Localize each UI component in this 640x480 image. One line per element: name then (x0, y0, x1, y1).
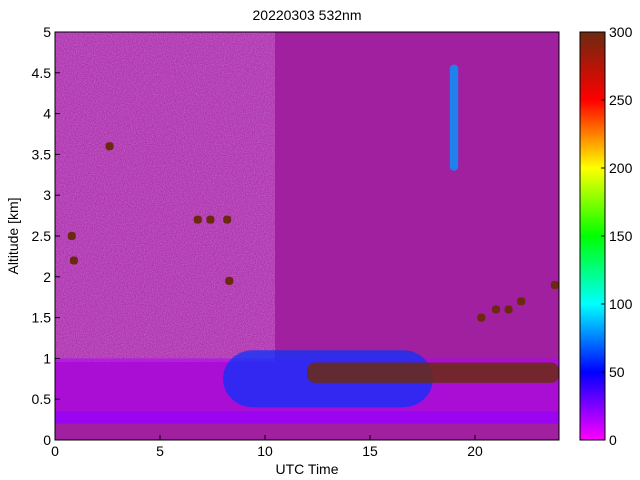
y-tick-label: 4.5 (32, 65, 52, 81)
colorbar-tick-label: 50 (609, 364, 625, 380)
plot-area (55, 32, 559, 440)
cloud-patch (550, 280, 559, 289)
colorbar-tick-label: 200 (609, 160, 633, 176)
x-axis-label: UTC Time (276, 461, 339, 477)
y-tick-label: 2.5 (32, 228, 52, 244)
cloud-patch (193, 215, 202, 224)
feature-surface-layer (55, 411, 559, 424)
backscatter-features (55, 64, 559, 424)
y-axis-label: Altitude [km] (5, 197, 21, 274)
y-axis-ticks: 0 0.5 1 1.5 2 2.5 3 3.5 4 4.5 5 (32, 24, 60, 448)
feature-ice-cloud (449, 64, 459, 171)
x-tick-label: 10 (257, 443, 273, 459)
cloud-patch (504, 305, 513, 314)
y-tick-label: 1.5 (32, 310, 52, 326)
colorbar-tick-label: 150 (609, 228, 633, 244)
colorbar-tick-label: 0 (609, 432, 617, 448)
cloud-patch (492, 305, 500, 314)
y-tick-label: 0.5 (32, 391, 52, 407)
y-tick-label: 0 (43, 432, 51, 448)
y-tick-label: 4 (43, 106, 51, 122)
y-tick-label: 2 (43, 269, 51, 285)
cloud-patch (206, 215, 215, 224)
cloud-patch (223, 215, 232, 224)
x-tick-label: 20 (467, 443, 483, 459)
cloud-patch (67, 232, 76, 240)
x-tick-label: 0 (51, 443, 59, 459)
colorbar: 0 50 100 150 200 250 300 (579, 24, 633, 448)
feature-cloud-base (307, 362, 559, 383)
x-axis-ticks: 0 5 10 15 20 (51, 435, 483, 459)
y-tick-label: 3.5 (32, 146, 52, 162)
cloud-patch (225, 276, 234, 285)
y-tick-label: 3 (43, 187, 51, 203)
cloud-patch (517, 297, 526, 306)
x-tick-label: 5 (156, 443, 164, 459)
colorbar-tick-label: 250 (609, 92, 633, 108)
x-tick-label: 15 (362, 443, 378, 459)
y-tick-label: 5 (43, 24, 51, 40)
cloud-patch (477, 313, 486, 322)
plot-noise-texture (55, 32, 275, 362)
colorbar-tick-label: 100 (609, 296, 633, 312)
cloud-patch (69, 256, 78, 265)
colorbar-ticks: 0 50 100 150 200 250 300 (601, 24, 633, 448)
chart-title: 20220303 532nm (253, 7, 362, 23)
y-tick-label: 1 (43, 350, 51, 366)
colorbar-tick-label: 300 (609, 24, 633, 40)
cloud-patch (105, 142, 114, 151)
